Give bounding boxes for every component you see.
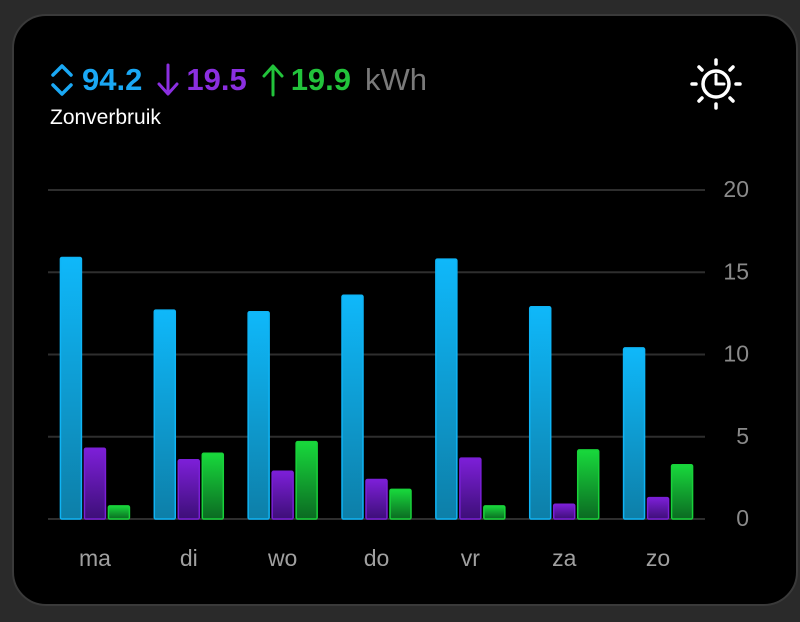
expand-vertical-icon — [48, 61, 76, 99]
bar-do-series-0[interactable] — [341, 294, 364, 520]
y-tick-label: 15 — [723, 258, 749, 284]
bar-vr-series-0[interactable] — [435, 258, 458, 520]
bar-zo-series-1[interactable] — [646, 496, 670, 520]
bar-di-series-0[interactable] — [153, 309, 177, 520]
bar-do-series-2[interactable] — [389, 488, 412, 520]
bar-ma-series-0[interactable] — [59, 256, 83, 520]
x-tick-label-di: di — [180, 545, 198, 571]
x-tick-label-wo: wo — [267, 545, 297, 571]
arrow-up-icon — [261, 61, 285, 99]
bar-za-series-1[interactable] — [552, 503, 576, 520]
bar-zo-series-0[interactable] — [622, 347, 646, 520]
bar-wo-series-1[interactable] — [271, 470, 294, 520]
y-tick-label: 5 — [736, 423, 749, 449]
y-tick-label: 10 — [723, 341, 749, 367]
export-stat: 19.9 — [261, 61, 351, 99]
bar-za-series-0[interactable] — [528, 306, 552, 520]
bar-di-series-1[interactable] — [177, 459, 201, 520]
bar-di-series-2[interactable] — [201, 452, 225, 520]
x-tick-label-ma: ma — [79, 545, 111, 571]
bar-ma-series-2[interactable] — [107, 505, 131, 520]
x-tick-label-do: do — [364, 545, 390, 571]
bar-wo-series-0[interactable] — [247, 310, 270, 520]
bar-do-series-1[interactable] — [365, 478, 388, 520]
import-stat: 19.5 — [156, 61, 247, 99]
x-tick-label-za: za — [552, 545, 577, 571]
energy-summary: 94.2 19.5 19.9 kWh — [48, 57, 427, 103]
export-value: 19.9 — [290, 62, 352, 97]
import-value: 19.5 — [186, 62, 247, 97]
total-value: 94.2 — [82, 62, 143, 97]
bar-za-series-2[interactable] — [576, 449, 600, 520]
bar-vr-series-2[interactable] — [483, 505, 506, 520]
bar-zo-series-2[interactable] — [670, 463, 694, 520]
x-tick-label-vr: vr — [461, 545, 481, 571]
bar-ma-series-1[interactable] — [83, 447, 107, 520]
card-subtitle: Zonverbruik — [50, 106, 161, 129]
x-tick-label-zo: zo — [646, 545, 670, 571]
y-tick-label: 0 — [736, 505, 749, 531]
y-tick-label: 20 — [723, 176, 749, 202]
bar-wo-series-2[interactable] — [295, 440, 318, 520]
unit-label: kWh — [365, 62, 428, 97]
total-stat: 94.2 — [48, 61, 142, 99]
arrow-down-icon — [156, 61, 180, 99]
bar-vr-series-1[interactable] — [459, 457, 482, 520]
sun-clock-icon[interactable] — [684, 56, 748, 112]
